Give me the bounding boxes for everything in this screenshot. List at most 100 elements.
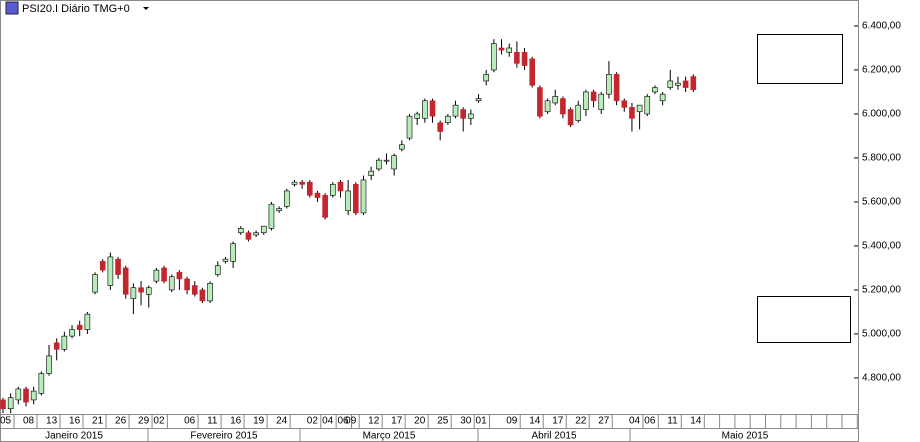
- candle-body: [53, 342, 60, 350]
- candle-body: [130, 287, 137, 300]
- candle-body: [353, 184, 359, 214]
- candle-body: [491, 43, 497, 71]
- x-tick-label: 01: [476, 416, 488, 427]
- candle-body: [621, 100, 628, 108]
- x-tick-label: 17: [552, 416, 564, 427]
- candle-body: [652, 87, 658, 93]
- symbol-icon[interactable]: [5, 1, 19, 15]
- candle-body: [376, 159, 382, 170]
- candle-body: [391, 155, 397, 170]
- candle-body: [268, 203, 275, 229]
- candle-body: [299, 181, 305, 185]
- candle-body: [314, 192, 321, 198]
- candle-body: [15, 388, 22, 401]
- candle-body: [452, 104, 459, 117]
- y-tick-label: 6.200,00: [862, 65, 901, 76]
- candle-body: [468, 113, 474, 119]
- candle-body: [38, 373, 45, 394]
- candle-body: [575, 104, 582, 121]
- month-label: Fevereiro 2015: [190, 431, 258, 442]
- candle-body: [429, 100, 436, 117]
- x-tick-label: 11: [207, 416, 218, 427]
- candle-body: [276, 208, 282, 212]
- candle-body: [345, 190, 351, 212]
- plot-frame: [0, 0, 859, 442]
- candle-body: [552, 96, 559, 104]
- candle-body: [682, 80, 689, 88]
- candle-body: [30, 390, 37, 401]
- y-tick-label: 5.400,00: [862, 241, 901, 252]
- x-tick-label: 30: [460, 416, 472, 427]
- x-tick-label: 29: [138, 416, 150, 427]
- candle-body: [437, 122, 443, 132]
- x-tick-label: 25: [437, 416, 449, 427]
- candle-body: [230, 243, 236, 262]
- candle-body: [360, 179, 367, 214]
- x-tick-label: 06: [184, 416, 196, 427]
- candle-body: [76, 324, 83, 330]
- candle-body: [99, 261, 106, 271]
- candle-body: [214, 265, 221, 275]
- candle-body: [237, 228, 244, 234]
- candle-body: [207, 283, 213, 302]
- candle-body: [283, 190, 290, 207]
- empty-box: [757, 34, 843, 84]
- month-label: Janeiro 2015: [45, 431, 103, 442]
- candle-body: [291, 181, 298, 185]
- x-tick-label: 04: [322, 416, 334, 427]
- x-tick-label: 14: [690, 416, 702, 427]
- candle-body: [399, 144, 405, 150]
- y-tick-label: 5.200,00: [862, 285, 901, 296]
- x-tick-label: 19: [253, 416, 265, 427]
- y-tick-label: 6.000,00: [862, 109, 901, 120]
- candle-body: [115, 258, 121, 275]
- candle-body: [460, 109, 467, 119]
- candle-body: [84, 313, 91, 330]
- candle-body: [23, 388, 29, 403]
- x-tick-label: 06: [644, 416, 656, 427]
- x-tick-label: 17: [391, 416, 403, 427]
- candle-body: [667, 80, 674, 88]
- x-tick-label: 14: [529, 416, 541, 427]
- y-tick-label: 6.400,00: [862, 21, 901, 32]
- candle-body: [337, 181, 344, 192]
- x-tick-label: 16: [230, 416, 242, 427]
- candle-body: [184, 278, 190, 291]
- y-tick-label: 5.600,00: [862, 197, 901, 208]
- candle-body: [629, 107, 635, 119]
- x-tick-label: 27: [598, 416, 610, 427]
- candle-body: [168, 276, 175, 291]
- candle-body: [46, 355, 52, 374]
- x-tick-label: 04: [629, 416, 641, 427]
- empty-box: [757, 296, 851, 343]
- candle-body: [245, 232, 252, 240]
- candle-body: [383, 159, 390, 162]
- chart-title: PSI20.I Diário TMG+0: [22, 3, 130, 15]
- candle-body: [406, 115, 413, 139]
- candle-body: [330, 184, 336, 196]
- x-tick-label: 02: [153, 416, 165, 427]
- candle-body: [222, 258, 229, 262]
- candle-body: [659, 93, 666, 102]
- candle-body: [122, 267, 129, 295]
- candle-body: [253, 232, 259, 236]
- x-tick-label: 02: [307, 416, 319, 427]
- candle-body: [544, 100, 551, 113]
- candle-body: [590, 91, 597, 102]
- x-tick-label: 13: [46, 416, 58, 427]
- x-tick-label: 09: [345, 416, 357, 427]
- x-tick-label: 11: [667, 416, 678, 427]
- month-label: Maio 2015: [722, 431, 769, 442]
- candle-body: [107, 256, 114, 286]
- candle-body: [176, 272, 183, 280]
- candle-body: [145, 287, 152, 295]
- y-tick-label: 5.000,00: [862, 329, 901, 340]
- x-tick-label: 22: [575, 416, 587, 427]
- candle-body: [161, 267, 167, 282]
- candle-body: [422, 100, 428, 119]
- candle-body: [138, 287, 144, 293]
- dropdown-arrow[interactable]: [143, 7, 149, 10]
- x-tick-label: 09: [506, 416, 518, 427]
- candle-body: [414, 113, 420, 119]
